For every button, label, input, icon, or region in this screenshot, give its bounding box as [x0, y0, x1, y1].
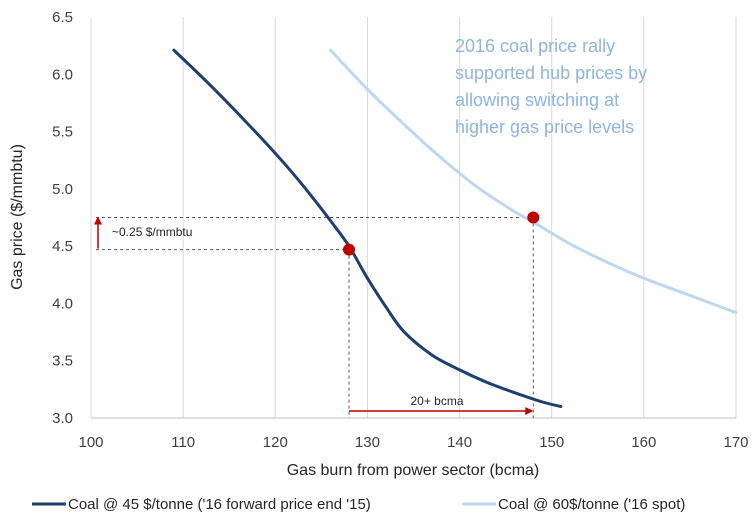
series-line-1	[172, 48, 563, 408]
legend-label-series-2: Coal @ 60$/tonne ('16 spot)	[498, 496, 685, 513]
x-tick-label: 160	[631, 434, 656, 451]
callout-line-3: allowing switching at	[455, 90, 619, 110]
legend: Coal @ 45 $/tonne ('16 forward price end…	[32, 496, 685, 513]
legend-label-series-1: Coal @ 45 $/tonne ('16 forward price end…	[68, 496, 371, 513]
price-gap-arrowhead	[94, 216, 102, 225]
y-tick-label: 4.5	[52, 238, 73, 255]
callout-line-1: 2016 coal price rally	[455, 36, 615, 56]
callout-line-2: supported hub prices by	[455, 63, 647, 83]
highlight-point-1	[343, 243, 355, 256]
callout-line-4: higher gas price levels	[455, 117, 634, 137]
marker-layer	[343, 211, 540, 256]
y-axis-title: Gas price ($/mmbtu)	[9, 144, 26, 290]
series-layer	[172, 48, 738, 408]
x-tick-label: 170	[723, 434, 748, 451]
volume-gap-label: 20+ bcma	[410, 394, 463, 408]
callout-text: 2016 coal price rally supported hub pric…	[455, 36, 647, 137]
tick-layer: 100 110 120 130 140 150 160 170 3.0 3.5 4.0 4.5 5.0 5…	[52, 9, 748, 451]
volume-gap-arrowhead	[525, 407, 534, 415]
x-tick-label: 110	[171, 434, 195, 451]
y-tick-label: 3.5	[52, 353, 73, 370]
y-tick-label: 6.0	[52, 66, 73, 83]
x-tick-label: 100	[78, 434, 103, 451]
x-tick-label: 140	[447, 434, 472, 451]
x-axis-title: Gas burn from power sector (bcma)	[287, 462, 540, 479]
y-tick-label: 5.0	[52, 181, 73, 198]
y-tick-label: 5.5	[52, 124, 73, 141]
price-gap-label: ~0.25 $/mmbtu	[112, 225, 192, 239]
y-tick-label: 6.5	[52, 9, 73, 26]
y-tick-label: 4.0	[52, 295, 73, 312]
highlight-point-2	[527, 211, 540, 224]
grid-layer	[90, 17, 737, 418]
x-tick-label: 150	[539, 434, 564, 451]
x-tick-label: 120	[263, 434, 288, 451]
x-tick-label: 130	[355, 434, 380, 451]
series-line-2	[329, 48, 738, 315]
guide-layer	[94, 216, 534, 418]
y-tick-label: 3.0	[52, 410, 73, 427]
